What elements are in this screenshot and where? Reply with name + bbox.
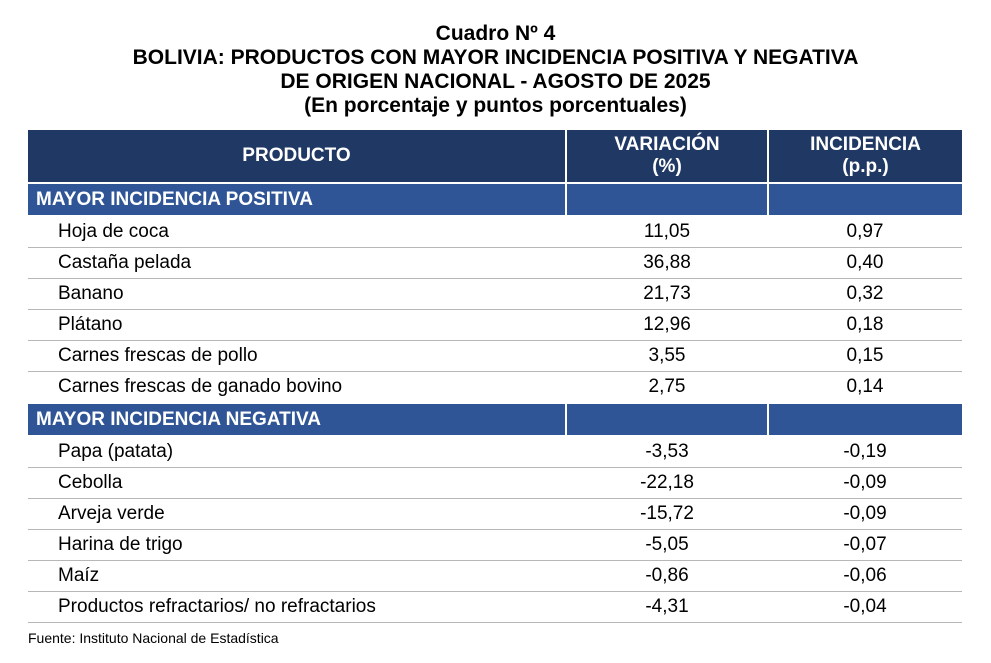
cell-variacion: 3,55 bbox=[566, 340, 768, 372]
section-row-negative: MAYOR INCIDENCIA NEGATIVA bbox=[28, 402, 962, 437]
table-row: Arveja verde -15,72 -0,09 bbox=[28, 498, 962, 530]
cell-variacion: 21,73 bbox=[566, 278, 768, 310]
cell-producto: Maíz bbox=[28, 560, 566, 592]
header-incidencia: INCIDENCIA (p.p.) bbox=[768, 130, 962, 183]
cell-producto: Carnes frescas de ganado bovino bbox=[28, 371, 566, 404]
table-row: Papa (patata) -3,53 -0,19 bbox=[28, 436, 962, 468]
header-producto: PRODUCTO bbox=[28, 130, 567, 183]
cell-incidencia: -0,07 bbox=[768, 529, 962, 561]
cell-producto: Banano bbox=[28, 278, 566, 310]
cell-incidencia: 0,15 bbox=[768, 340, 962, 372]
cell-incidencia: -0,09 bbox=[768, 467, 962, 499]
header-row: PRODUCTO VARIACIÓN (%) INCIDENCIA (p.p.) bbox=[28, 130, 962, 183]
table-row: Harina de trigo -5,05 -0,07 bbox=[28, 529, 962, 561]
cell-incidencia: -0,19 bbox=[768, 436, 962, 468]
table-title-block: Cuadro Nº 4 BOLIVIA: PRODUCTOS CON MAYOR… bbox=[0, 22, 991, 118]
cell-variacion: 2,75 bbox=[566, 371, 768, 404]
section-label: MAYOR INCIDENCIA NEGATIVA bbox=[28, 402, 567, 437]
table-row: Plátano 12,96 0,18 bbox=[28, 309, 962, 341]
table-number: Cuadro Nº 4 bbox=[435, 22, 556, 45]
cell-variacion: -22,18 bbox=[566, 467, 768, 499]
cell-incidencia: 0,32 bbox=[768, 278, 962, 310]
cell-producto: Productos refractarios/ no refractarios bbox=[28, 591, 566, 623]
cell-variacion: 11,05 bbox=[566, 216, 768, 248]
cell-producto: Hoja de coca bbox=[28, 216, 566, 248]
cell-variacion: 12,96 bbox=[566, 309, 768, 341]
table-row: Productos refractarios/ no refractarios … bbox=[28, 591, 962, 623]
table-row: Banano 21,73 0,32 bbox=[28, 278, 962, 310]
cell-producto: Cebolla bbox=[28, 467, 566, 499]
table-row: Hoja de coca 11,05 0,97 bbox=[28, 216, 962, 248]
cell-incidencia: 0,40 bbox=[768, 247, 962, 279]
table-row: Carnes frescas de pollo 3,55 0,15 bbox=[28, 340, 962, 372]
cell-variacion: -5,05 bbox=[566, 529, 768, 561]
cell-variacion: -3,53 bbox=[566, 436, 768, 468]
cell-incidencia: 0,18 bbox=[768, 309, 962, 341]
table-row: Cebolla -22,18 -0,09 bbox=[28, 467, 962, 499]
cell-variacion: -0,86 bbox=[566, 560, 768, 592]
table-row: Castaña pelada 36,88 0,40 bbox=[28, 247, 962, 279]
cell-incidencia: -0,06 bbox=[768, 560, 962, 592]
table-row: Maíz -0,86 -0,06 bbox=[28, 560, 962, 592]
table-units: (En porcentaje y puntos porcentuales) bbox=[304, 94, 687, 117]
cell-variacion: 36,88 bbox=[566, 247, 768, 279]
incidence-table: PRODUCTO VARIACIÓN (%) INCIDENCIA (p.p.) M… bbox=[28, 130, 962, 623]
source-note: Fuente: Instituto Nacional de Estadístic… bbox=[28, 630, 279, 646]
table-title: BOLIVIA: PRODUCTOS CON MAYOR INCIDENCIA … bbox=[132, 46, 859, 69]
cell-producto: Papa (patata) bbox=[28, 436, 566, 468]
cell-producto: Castaña pelada bbox=[28, 247, 566, 279]
cell-producto: Carnes frescas de pollo bbox=[28, 340, 566, 372]
cell-variacion: -15,72 bbox=[566, 498, 768, 530]
cell-incidencia: 0,97 bbox=[768, 216, 962, 248]
header-variacion: VARIACIÓN (%) bbox=[566, 130, 769, 183]
cell-producto: Harina de trigo bbox=[28, 529, 566, 561]
cell-producto: Plátano bbox=[28, 309, 566, 341]
cell-incidencia: -0,09 bbox=[768, 498, 962, 530]
cell-incidencia: -0,04 bbox=[768, 591, 962, 623]
section-row-positive: MAYOR INCIDENCIA POSITIVA bbox=[28, 182, 962, 217]
cell-variacion: -4,31 bbox=[566, 591, 768, 623]
table-row: Carnes frescas de ganado bovino 2,75 0,1… bbox=[28, 371, 962, 404]
cell-incidencia: 0,14 bbox=[768, 371, 962, 404]
section-label: MAYOR INCIDENCIA POSITIVA bbox=[28, 182, 567, 217]
cell-producto: Arveja verde bbox=[28, 498, 566, 530]
table-subtitle: DE ORIGEN NACIONAL - AGOSTO DE 2025 bbox=[280, 70, 711, 93]
